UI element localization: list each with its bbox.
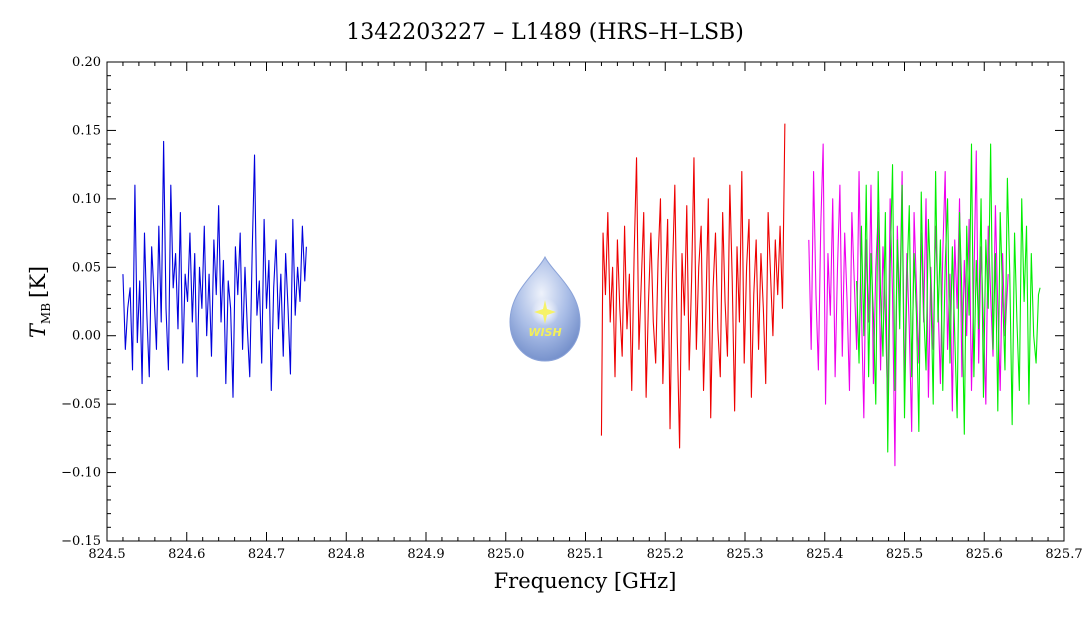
chart-title: 1342203227 – L1489 (HRS–H–LSB) [346,20,744,45]
x-tick-label: 825.6 [966,547,1003,562]
y-tick-label: −0.05 [61,397,101,412]
x-tick-label: 825.7 [1045,547,1082,562]
wish-logo: WISH [509,255,581,362]
y-tick-label: −0.15 [61,534,101,549]
x-tick-label: 824.7 [248,547,285,562]
series-layer [122,123,1041,467]
y-tick-label: 0.05 [72,260,101,275]
spectrum-series-3 [808,143,1009,467]
y-tick-label: 0.00 [72,329,101,344]
spectrum-series-1 [122,140,307,398]
x-tick-label: 825.4 [806,547,843,562]
y-axis-label-sub: MB [39,303,53,324]
y-axis-label: TMB [K] [26,266,53,338]
x-tick-label: 824.9 [407,547,444,562]
x-tick-label: 824.5 [88,547,125,562]
x-tick-label: 825.5 [886,547,923,562]
y-tick-label: 0.10 [72,192,101,207]
spectrum-series-4 [856,143,1041,453]
x-tick-label: 825.0 [487,547,524,562]
y-axis: −0.15 −0.10 −0.05 0.00 0.05 0.10 0.15 0.20 [61,55,1064,549]
x-tick-label: 825.3 [726,547,763,562]
spectrum-series-2 [600,123,786,449]
x-axis-label: Frequency [GHz] [494,569,677,593]
y-tick-label: −0.10 [61,466,101,481]
x-tick-label: 825.1 [567,547,604,562]
x-axis: 824.5 824.6 824.7 824.8 824.9 825.0 825.1 825.2… [88,62,1083,562]
y-axis-label-unit: [K] [26,266,50,298]
y-axis-label-main: T [26,322,50,338]
star-icon [534,300,556,324]
y-tick-label: 0.20 [72,55,101,70]
x-tick-label: 824.6 [168,547,205,562]
x-tick-label: 825.2 [647,547,684,562]
y-tick-label: 0.15 [72,123,101,138]
logo-text: WISH [528,326,561,339]
x-tick-label: 824.8 [328,547,365,562]
